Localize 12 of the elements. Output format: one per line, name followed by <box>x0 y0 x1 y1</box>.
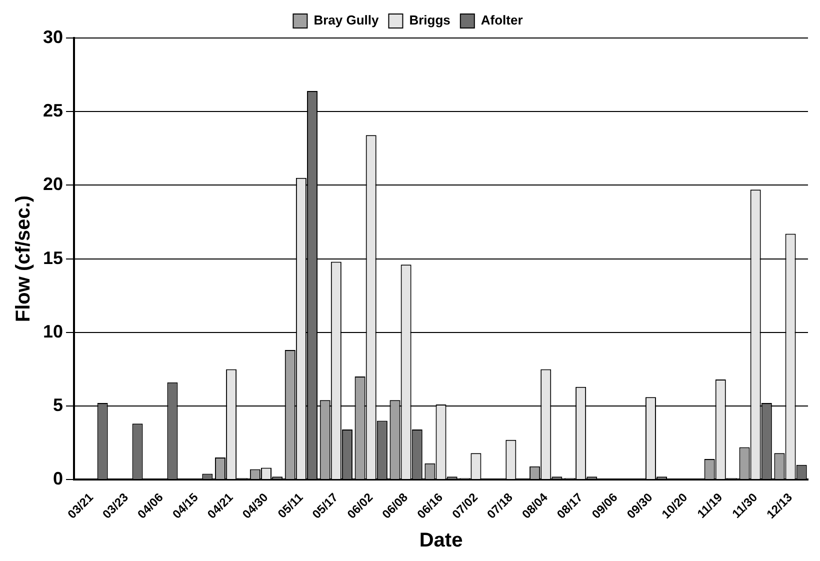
y-tick-label: 15 <box>42 248 64 268</box>
legend-label: Bray Gully <box>314 12 380 28</box>
y-tick-label: 5 <box>53 394 64 415</box>
y-tick-label: 30 <box>42 26 64 47</box>
x-axis-title: Date <box>419 530 463 552</box>
y-axis-title: Flow (cf/sec.) <box>12 195 35 322</box>
y-tick-label: 10 <box>42 321 64 342</box>
y-tick-label: 20 <box>42 174 64 194</box>
legend-label: Briggs <box>409 12 450 28</box>
y-tick-label: 0 <box>53 468 64 489</box>
legend-label: Afolter <box>480 12 523 28</box>
y-tick-label: 25 <box>42 100 64 121</box>
